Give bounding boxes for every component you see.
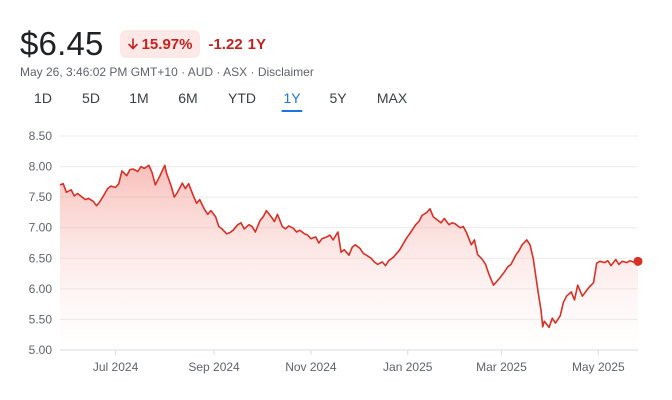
current-price-marker bbox=[633, 256, 643, 266]
change-period: 1Y bbox=[247, 35, 267, 53]
tab-6m[interactable]: 6M bbox=[178, 90, 198, 106]
timestamp: May 26, 3:46:02 PM GMT+10 bbox=[20, 65, 178, 79]
x-axis-labels: Jul 2024 Sep 2024 Nov 2024 Jan 2025 Mar 2025… bbox=[93, 360, 625, 374]
tab-1y[interactable]: 1Y bbox=[281, 90, 303, 112]
y-tick-label: 8.00 bbox=[29, 160, 53, 174]
y-tick-label: 8.50 bbox=[29, 129, 53, 143]
y-axis-labels: 5.00 5.50 6.00 6.50 7.00 7.50 8.00 8.50 bbox=[29, 129, 53, 357]
chart-marker-layer bbox=[633, 256, 643, 266]
x-tick-label: Mar 2025 bbox=[476, 360, 527, 374]
y-tick-label: 7.00 bbox=[29, 221, 53, 235]
y-tick-label: 5.50 bbox=[29, 312, 53, 326]
tab-max[interactable]: MAX bbox=[376, 90, 408, 106]
change-amount: -1.22 bbox=[208, 35, 243, 53]
tab-5d[interactable]: 5D bbox=[82, 90, 100, 106]
current-price: $6.45 bbox=[20, 25, 104, 62]
y-tick-label: 6.00 bbox=[29, 282, 53, 296]
quote-header: $6.45 15.97% -1.22 1Y bbox=[20, 24, 266, 64]
y-tick-label: 6.50 bbox=[29, 251, 53, 265]
tab-1m[interactable]: 1M bbox=[129, 90, 149, 106]
chart-area-layer bbox=[60, 165, 638, 350]
price-line bbox=[59, 164, 639, 329]
change-percent: 15.97% bbox=[141, 35, 193, 53]
chart-line-layer bbox=[59, 164, 639, 329]
exchange: ASX bbox=[223, 65, 248, 79]
x-tick-label: Jul 2024 bbox=[93, 360, 139, 374]
tab-5y[interactable]: 5Y bbox=[329, 90, 347, 106]
y-tick-label: 7.50 bbox=[29, 190, 53, 204]
price-area bbox=[60, 165, 638, 350]
tab-ytd[interactable]: YTD bbox=[228, 90, 256, 106]
x-tick-label: Sep 2024 bbox=[188, 360, 240, 374]
currency: AUD bbox=[187, 65, 214, 79]
tab-1d[interactable]: 1D bbox=[34, 90, 52, 106]
x-tick-label: May 2025 bbox=[572, 360, 625, 374]
disclaimer-link[interactable]: Disclaimer bbox=[257, 65, 314, 79]
y-tick-label: 5.00 bbox=[29, 343, 53, 357]
change-amount-group: -1.22 1Y bbox=[208, 36, 266, 53]
change-percent-badge: 15.97% bbox=[119, 30, 201, 58]
x-tick-label: Nov 2024 bbox=[285, 360, 337, 374]
quote-meta: May 26, 3:46:02 PM GMT+10 · AUD · ASX · … bbox=[20, 65, 314, 79]
arrow-down-icon bbox=[127, 38, 138, 50]
x-tick-label: Jan 2025 bbox=[383, 360, 433, 374]
